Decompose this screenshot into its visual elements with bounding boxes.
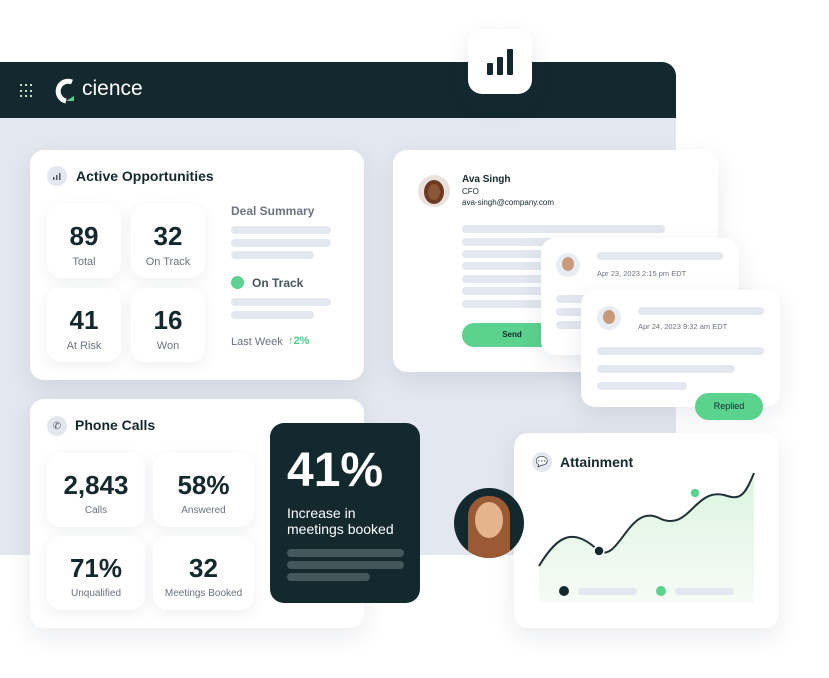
stat-answered: 58% Answered [153,453,254,527]
avatar [418,175,450,207]
reply-card: Apr 24, 2023 9:32 am EDT [581,290,780,407]
card-title: Attainment [560,454,634,470]
bar-chart-icon [487,63,493,75]
arrow-up-icon: ↑ [288,335,294,347]
highlight-value: 41% [287,444,384,497]
app-header: cience [0,62,676,118]
stat-meetings-booked: 32 Meetings Booked [153,536,254,610]
highlight-caption: Increase in meetings booked [287,505,394,537]
contact-name: Ava Singh [462,174,511,185]
change-value: ↑2% [288,335,310,347]
reply-timestamp: Apr 23, 2023 2:15 pm EDT [597,269,687,278]
brand-name: cience [82,77,143,100]
stat-at-risk: 41 At Risk [47,288,121,362]
replied-badge[interactable]: Replied [695,393,763,420]
chart-button[interactable] [468,30,532,94]
chart-point-dark [593,545,605,557]
deal-summary-title: Deal Summary [231,204,315,218]
avatar [454,488,524,558]
status-label: On Track [252,276,304,290]
attainment-chart [538,472,755,603]
phone-icon: ✆ [47,416,67,436]
card-title: Active Opportunities [76,168,214,184]
status-dot-icon [231,276,244,289]
legend-dot-green [656,586,666,596]
stat-unqualified: 71% Unqualified [47,536,145,610]
active-opportunities-card: Active Opportunities 89 Total 32 On Track … [30,150,364,380]
attainment-card: 💬 Attainment [514,433,779,628]
highlight-card: 41% Increase in meetings booked [270,423,420,603]
period-label: Last Week [231,336,283,348]
avatar [556,253,580,277]
avatar [597,306,621,330]
reply-timestamp: Apr 24, 2023 9:32 am EDT [638,322,728,331]
chat-icon: 💬 [532,452,552,472]
stat-total: 89 Total [47,204,121,278]
bar-chart-icon [47,166,67,186]
chart-point-green [689,487,701,499]
stat-won: 16 Won [131,288,205,362]
legend-dot-dark [559,586,569,596]
card-title: Phone Calls [75,417,156,433]
stat-calls: 2,843 Calls [47,453,145,527]
cience-logo-icon [55,78,74,104]
contact-email: ava-singh@company.com [462,198,555,207]
contact-role: CFO [462,187,479,196]
grid-menu-icon[interactable] [20,84,34,98]
stat-on-track: 32 On Track [131,204,205,278]
